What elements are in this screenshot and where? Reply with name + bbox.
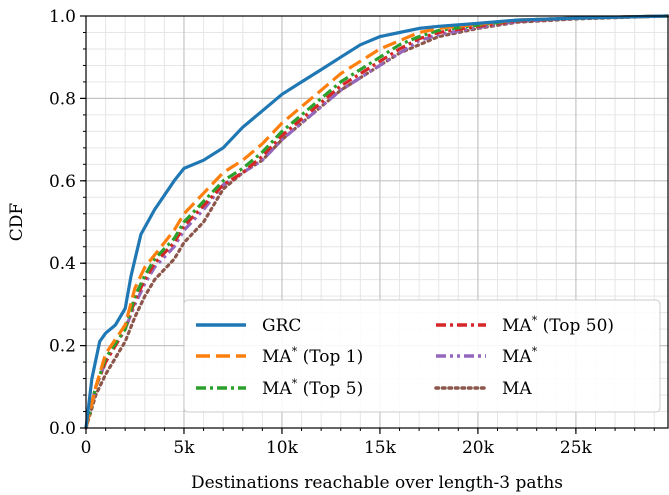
legend-label: MA*	[502, 345, 538, 367]
y-tick-label: 0.8	[49, 89, 76, 109]
x-tick-label: 10k	[266, 438, 299, 458]
y-tick-label: 0.6	[49, 172, 76, 192]
series-line-grc	[84, 14, 669, 429]
series-line-ma-top-5	[84, 14, 669, 429]
x-axis-title: Destinations reachable over length-3 pat…	[191, 473, 563, 493]
y-axis-title: CDF	[7, 203, 27, 242]
x-tick-label: 25k	[560, 438, 593, 458]
y-tick-label: 0.2	[49, 337, 76, 357]
plot-frame	[85, 15, 669, 429]
legend-label: MA* (Top 50)	[502, 314, 614, 336]
y-axis-ticks: 0.0 0.2 0.4 0.6 0.8 1.0	[49, 7, 86, 439]
legend-label: GRC	[262, 316, 301, 336]
x-axis-ticks: 0 5k 10k 15k 20k 25k	[81, 428, 655, 458]
y-tick-label: 0.4	[49, 254, 76, 274]
legend: GRC MA* (Top 1) MA* (Top 5) MA* (Top 50) MA*…	[183, 299, 661, 413]
y-tick-label: 1.0	[49, 7, 76, 27]
y-tick-label: 0.0	[49, 419, 76, 439]
legend-label: MA	[502, 379, 532, 399]
x-tick-label: 5k	[173, 438, 195, 458]
plot-lines	[84, 14, 669, 430]
legend-label: MA* (Top 5)	[262, 377, 363, 399]
legend-box	[183, 299, 661, 413]
x-tick-label: 0	[81, 438, 92, 458]
x-tick-label: 20k	[462, 438, 495, 458]
series-line-ma-top-1	[84, 14, 669, 429]
series-line-ma-top-50	[84, 14, 669, 429]
x-tick-label: 15k	[364, 438, 397, 458]
series-line-ma	[84, 14, 669, 429]
legend-label: MA* (Top 1)	[262, 345, 363, 367]
